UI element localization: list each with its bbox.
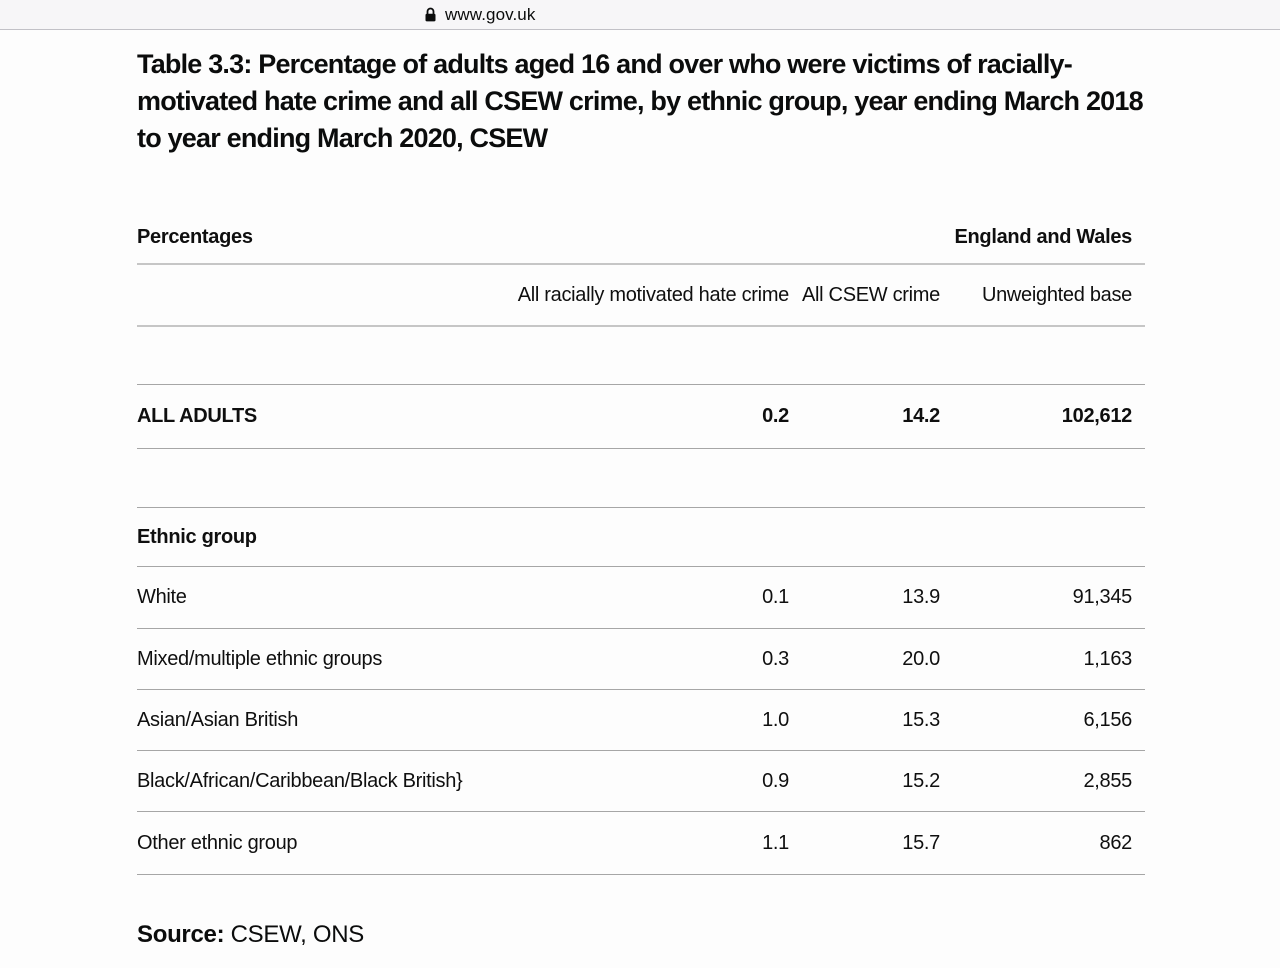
url-group[interactable]: www.gov.uk <box>424 5 535 25</box>
units-label: Percentages <box>137 226 253 248</box>
cell-hate-crime: 0.9 <box>762 769 789 792</box>
column-header-hate-crime: All racially motivated hate crime <box>517 283 790 306</box>
cell-unweighted-base: 2,855 <box>1083 769 1132 792</box>
row-label: Other ethnic group <box>137 831 298 854</box>
spacer-row <box>137 327 1145 385</box>
cell-unweighted-base: 862 <box>1099 831 1133 854</box>
row-label: Black/African/Caribbean/Black British} <box>137 769 463 792</box>
table-title-line: motivated hate crime and all CSEW crime,… <box>137 86 1144 116</box>
cell-hate-crime: 1.1 <box>762 831 789 854</box>
cell-hate-crime: 0.2 <box>762 405 789 427</box>
cell-csew-crime: 15.2 <box>902 769 940 792</box>
browser-address-bar[interactable]: www.gov.uk <box>0 0 1280 30</box>
table-row: Asian/Asian British 1.0 15.3 6,156 <box>137 690 1145 751</box>
table-header-row: All racially motivated hate crime All CS… <box>137 265 1145 327</box>
lock-icon <box>424 7 437 23</box>
cell-csew-crime: 14.2 <box>902 405 940 427</box>
cell-hate-crime: 0.3 <box>762 647 789 670</box>
row-label: White <box>137 586 187 608</box>
source-value: CSEW, ONS <box>230 921 365 948</box>
row-label: Asian/Asian British <box>137 708 299 731</box>
table-row: Black/African/Caribbean/Black British} 0… <box>137 751 1145 812</box>
table-title-line: Table 3.3: Percentage of adults aged 16 … <box>137 49 1073 79</box>
cell-csew-crime: 20.0 <box>902 647 940 670</box>
column-header-csew-crime: All CSEW crime <box>801 283 940 306</box>
cell-csew-crime: 15.7 <box>902 831 940 854</box>
cell-unweighted-base: 102,612 <box>1061 405 1133 427</box>
column-header-unweighted-base: Unweighted base <box>981 283 1132 306</box>
cell-csew-crime: 15.3 <box>902 708 940 731</box>
cell-hate-crime: 0.1 <box>762 586 789 608</box>
source-line: Source: CSEW, ONS <box>137 921 1280 949</box>
table-row: White 0.1 13.9 91,345 <box>137 567 1145 629</box>
cell-unweighted-base: 91,345 <box>1072 586 1133 608</box>
cell-hate-crime: 1.0 <box>762 708 789 731</box>
section-heading: Ethnic group <box>137 525 257 548</box>
table-title-line: to year ending March 2020, CSEW <box>137 123 548 153</box>
row-label: ALL ADULTS <box>137 405 257 427</box>
cell-csew-crime: 13.9 <box>902 586 940 608</box>
table-title: Table 3.3: Percentage of adults aged 16 … <box>137 46 1280 157</box>
section-heading-row: Ethnic group <box>137 508 1145 567</box>
source-label: Source: <box>137 921 225 948</box>
cell-unweighted-base: 6,156 <box>1083 708 1132 731</box>
statistics-table: Percentages England and Wales All racial… <box>137 212 1145 875</box>
table-row: Mixed/multiple ethnic groups 0.3 20.0 1,… <box>137 629 1145 690</box>
region-label: England and Wales <box>954 226 1132 248</box>
table-row: Other ethnic group 1.1 15.7 862 <box>137 812 1145 875</box>
row-label: Mixed/multiple ethnic groups <box>137 647 383 670</box>
table-row-all-adults: ALL ADULTS 0.2 14.2 102,612 <box>137 385 1145 449</box>
table-meta-row: Percentages England and Wales <box>137 212 1145 265</box>
cell-unweighted-base: 1,163 <box>1083 647 1132 670</box>
url-text: www.gov.uk <box>445 4 536 24</box>
page-content: Table 3.3: Percentage of adults aged 16 … <box>0 30 1280 949</box>
spacer-row <box>137 449 1145 508</box>
